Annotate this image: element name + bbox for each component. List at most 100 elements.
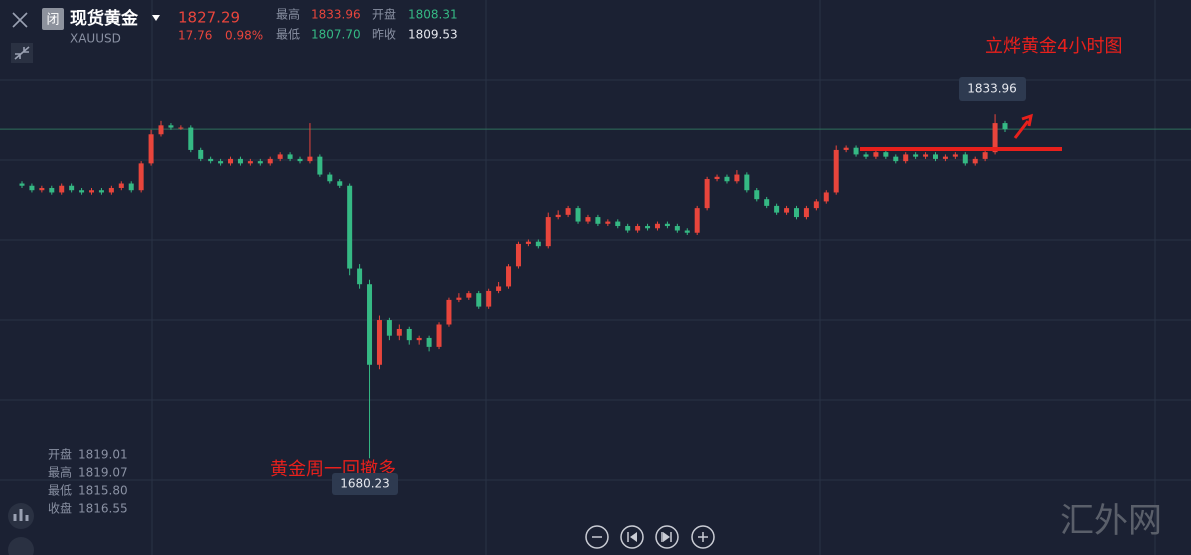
candle-body [535,241,541,247]
candle-body [59,185,65,193]
candle-body [287,154,293,159]
candle-body [843,147,849,150]
candle-body [525,241,531,244]
candle-body [456,297,462,300]
candle-body [774,205,780,213]
info-label: 最低 [48,484,72,498]
candle-body [118,183,124,188]
candle-body [684,230,690,233]
candle-body [674,226,680,231]
candle-body [645,226,651,229]
candle-body [228,158,234,164]
stat-value: 1809.53 [408,28,458,42]
info-label: 收盘 [48,501,72,516]
indicator-icon [13,509,29,521]
candle-body [734,174,740,182]
candle-body [704,179,710,209]
draw-button[interactable] [8,537,34,555]
candle-body [327,174,333,182]
max-label: 1833.96 [967,82,1017,96]
candle-body [69,185,75,191]
candle-body [515,243,521,267]
candle-body [208,158,214,162]
candle-body [506,266,512,287]
candle-body [19,183,25,186]
zoom-in-button[interactable] [691,525,715,549]
stat-value: 1807.70 [311,28,361,42]
candle-body [257,161,263,164]
last-price: 1827.29 [178,9,240,27]
candle-body [436,324,442,347]
candle-body [317,156,323,175]
candle-body [158,125,164,135]
candle-body [128,183,134,191]
candle-body [79,190,85,193]
candle-body [347,185,353,269]
candle-body [754,190,760,200]
min-label: 1680.23 [340,477,390,491]
candle-body [337,181,343,186]
info-value: 1819.07 [78,466,128,480]
candle-body [863,154,869,157]
candle-body [694,208,700,233]
candle-body [635,226,641,231]
symbol-dropdown[interactable] [152,15,160,21]
candle-body [98,190,104,193]
drawn-arrow [1013,113,1033,139]
stat-label: 最低 [276,28,300,42]
candle-body [585,217,591,222]
candle-body [913,154,919,157]
candle-body [605,221,611,224]
candle-body [267,158,273,164]
forward-button[interactable] [655,525,679,549]
zoom-out-button[interactable] [585,525,609,549]
info-value: 1815.80 [78,484,128,498]
stat-label: 最高 [276,7,300,22]
info-label: 最高 [48,465,72,480]
candle-body [39,187,45,191]
candle-body [178,127,184,129]
candle-body [903,154,909,162]
stat-value: 1808.31 [408,8,458,22]
collapse-icon [14,46,30,60]
candle-body [883,152,889,157]
info-value: 1819.01 [78,448,128,462]
rewind-button[interactable] [620,525,644,549]
annotation: 立烨黄金4小时图 [985,36,1122,57]
candle-body [962,154,968,164]
symbol-code: XAUUSD [70,32,121,46]
close-button[interactable] [12,12,28,28]
candle-body [237,158,243,164]
candle-body [446,299,452,325]
plot [0,114,1191,459]
candle-body [386,320,392,336]
candle-body [277,154,283,159]
candle-body [396,328,402,336]
candle-body [793,208,799,218]
symbol-name[interactable]: 现货黄金 [70,8,139,29]
change-percent: 0.98% [225,29,263,43]
candle-body [466,293,472,298]
stat-label: 昨收 [372,28,396,42]
min-label-box [332,473,398,495]
candle-body [555,214,561,218]
candle-body [853,147,859,155]
control-glyphs [592,532,708,542]
candle-body [89,190,95,193]
candle-body [406,328,412,341]
candle-body [367,284,373,365]
candle-body [575,208,581,222]
control-arrows [630,532,670,542]
candle-body [476,293,482,307]
candle-body [664,223,670,227]
candle-body [923,154,929,157]
candle-body [932,154,938,159]
candle-body [496,286,502,291]
candle-body [29,185,35,191]
watermark: 汇外网 [1060,501,1162,541]
candle-body [972,158,978,164]
candle-body [724,176,730,182]
candle-body [942,156,948,159]
